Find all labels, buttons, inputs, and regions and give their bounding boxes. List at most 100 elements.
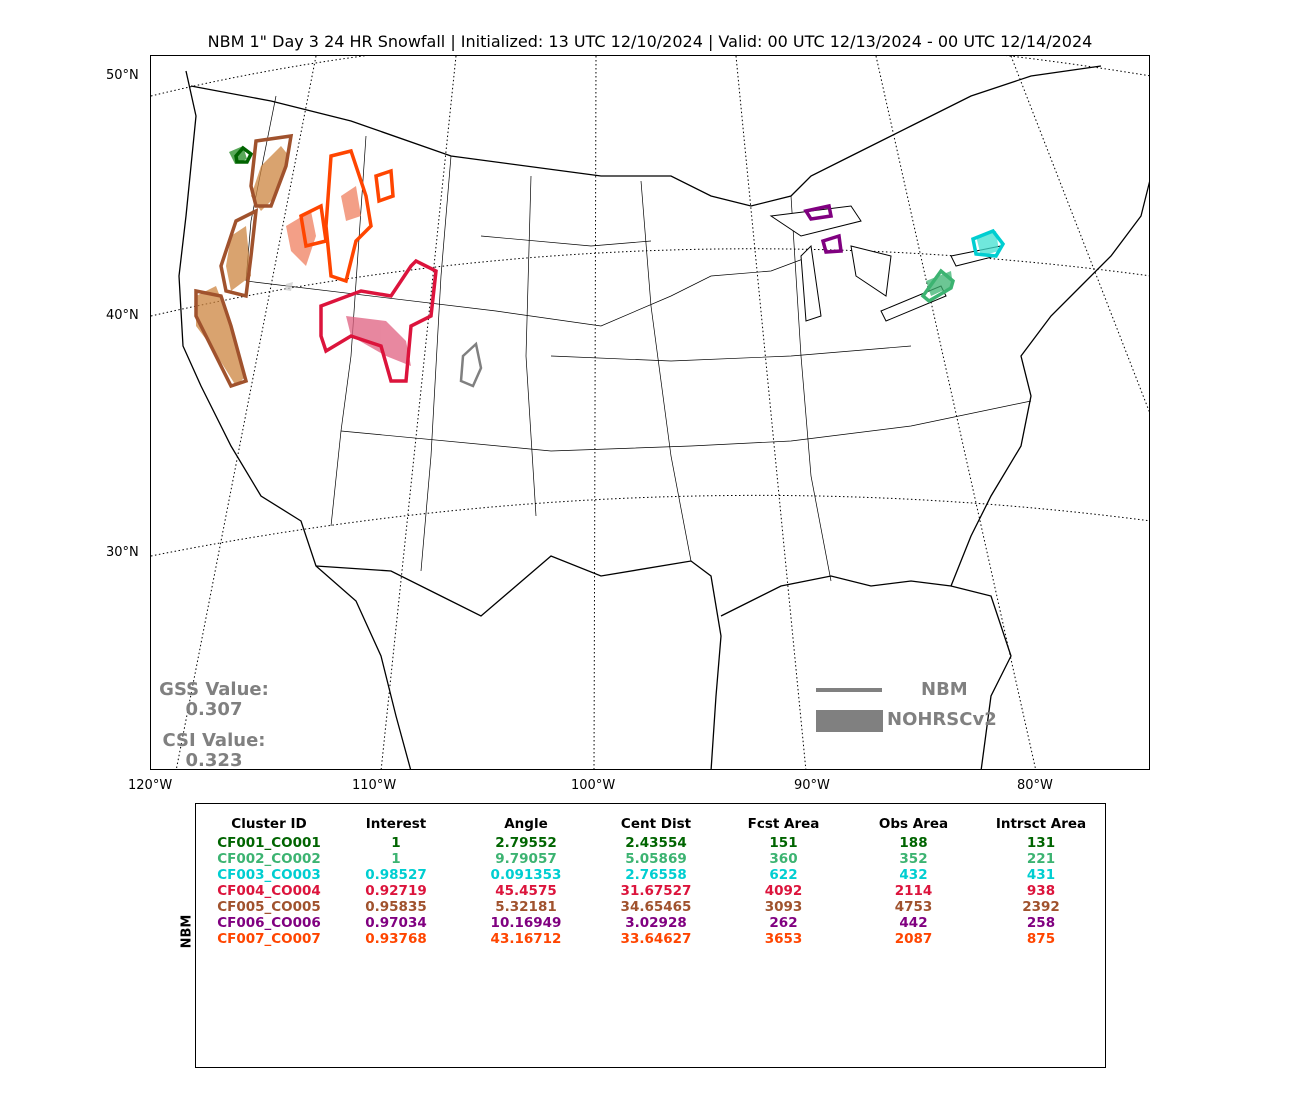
cell-cluster-id: CF003_CO003 xyxy=(217,867,321,883)
legend-nohrsc-label: NOHRSCv2 xyxy=(887,709,997,730)
conus-map xyxy=(151,56,1149,769)
lake-erie xyxy=(880,285,947,322)
cell-angle: 45.4575 xyxy=(495,883,557,899)
header-cluster-id: Cluster ID xyxy=(231,816,307,832)
cell-angle: 43.16712 xyxy=(490,931,562,947)
mexico-border xyxy=(315,555,722,769)
cell-fcst-area: 262 xyxy=(769,915,798,931)
lon-label-100: 100°W xyxy=(571,778,616,793)
fcst-cf005-c xyxy=(194,288,249,389)
fcst-cf005-b xyxy=(219,207,259,299)
cell-intrsct-area: 131 xyxy=(1026,835,1056,851)
lon-line-100 xyxy=(593,56,597,769)
great-lakes xyxy=(769,205,1002,322)
cell-angle: 0.091353 xyxy=(490,867,562,883)
cell-obs-area: 2087 xyxy=(894,931,933,947)
coastlines xyxy=(178,65,1149,769)
legend-nohrsc-swatch xyxy=(816,710,883,732)
fcst-cf001 xyxy=(234,145,254,164)
cell-cluster-id: CF002_CO002 xyxy=(217,851,321,867)
lake-michigan xyxy=(800,244,822,322)
table-row-label: NBM xyxy=(179,914,195,949)
state-line-f xyxy=(525,175,537,517)
state-line-g xyxy=(640,180,692,562)
cell-cent-dist: 3.02928 xyxy=(625,915,687,931)
fcst-cf003 xyxy=(970,228,1006,258)
cell-angle: 9.79057 xyxy=(495,851,557,867)
lon-label-120: 120°W xyxy=(128,778,173,793)
west-coast xyxy=(178,70,412,769)
lon-line-115 xyxy=(175,56,317,769)
header-cent-dist: Cent Dist xyxy=(620,816,692,832)
state-line-e xyxy=(420,155,452,572)
cell-cluster-id: CF006_CO006 xyxy=(217,915,321,931)
cell-intrsct-area: 875 xyxy=(1026,931,1056,947)
cell-cluster-id: CF001_CO001 xyxy=(217,835,321,851)
cell-interest: 0.93768 xyxy=(365,931,427,947)
cell-interest: 1 xyxy=(391,835,401,851)
cell-angle: 5.32181 xyxy=(495,899,557,915)
cell-obs-area: 4753 xyxy=(894,899,933,915)
cell-fcst-area: 360 xyxy=(769,851,798,867)
lon-line-110 xyxy=(380,56,457,769)
header-fcst-area: Fcst Area xyxy=(747,816,820,832)
canada-border xyxy=(190,65,1102,207)
cell-interest: 0.98527 xyxy=(365,867,427,883)
state-line-h xyxy=(790,195,832,582)
cell-intrsct-area: 938 xyxy=(1026,883,1056,899)
lat-line-30 xyxy=(151,494,1149,557)
fcst-cf007-b xyxy=(299,203,328,249)
lake-superior xyxy=(769,205,862,237)
cell-obs-area: 352 xyxy=(899,851,928,867)
cell-cent-dist: 31.67527 xyxy=(620,883,692,899)
cell-fcst-area: 3653 xyxy=(764,931,803,947)
observed-objects xyxy=(196,146,999,386)
cell-cent-dist: 5.05869 xyxy=(625,851,687,867)
cell-fcst-area: 622 xyxy=(769,867,798,883)
fcst-cf006-b xyxy=(820,233,843,254)
lat-line-50 xyxy=(151,56,1149,97)
fcst-gray-object xyxy=(459,341,483,388)
lake-huron xyxy=(850,245,892,297)
fcst-cf005-a xyxy=(249,133,294,208)
obs-cf005-c xyxy=(196,286,246,386)
cell-intrsct-area: 431 xyxy=(1026,867,1056,883)
cell-interest: 0.97034 xyxy=(365,915,427,931)
cell-cluster-id: CF007_CO007 xyxy=(217,931,321,947)
graticule xyxy=(151,56,1149,769)
gulf-coast xyxy=(720,575,1012,769)
obs-cf007-a xyxy=(286,211,316,266)
cell-obs-area: 188 xyxy=(899,835,928,851)
fcst-cf002 xyxy=(920,268,955,304)
obs-cf007-b xyxy=(341,186,361,221)
cell-obs-area: 432 xyxy=(899,867,928,883)
fcst-cf006-a xyxy=(803,203,834,221)
lon-line-85 xyxy=(875,56,1037,769)
state-line-i xyxy=(480,235,652,247)
obs-cf004 xyxy=(346,316,411,366)
fcst-cf007-a xyxy=(324,148,373,284)
cell-intrsct-area: 2392 xyxy=(1022,899,1060,915)
obs-cf005-a xyxy=(251,146,289,211)
forecast-objects xyxy=(194,133,1006,389)
header-obs-area: Obs Area xyxy=(878,816,949,832)
lat-label-50: 50°N xyxy=(106,68,139,83)
fcst-cf004 xyxy=(319,258,438,383)
lon-label-110: 110°W xyxy=(352,778,397,793)
cluster-stats-table: NBM Cluster ID Interest Angle Cent Dist … xyxy=(179,803,1106,1068)
cell-interest: 0.95835 xyxy=(365,899,427,915)
cell-interest: 0.92719 xyxy=(365,883,427,899)
obs-small-a xyxy=(285,282,293,291)
cell-cent-dist: 2.43554 xyxy=(625,835,687,851)
header-intrsct-area: Intrsct Area xyxy=(995,816,1087,832)
cell-cluster-id: CF005_CO005 xyxy=(217,899,321,915)
cell-fcst-area: 4092 xyxy=(764,883,803,899)
cell-cent-dist: 2.76558 xyxy=(625,867,687,883)
state-line-j xyxy=(550,345,912,362)
cell-obs-area: 442 xyxy=(899,915,928,931)
legend-nbm-label: NBM xyxy=(921,679,968,700)
lon-label-90: 90°W xyxy=(794,778,830,793)
cell-angle: 10.16949 xyxy=(490,915,562,931)
cell-fcst-area: 151 xyxy=(769,835,798,851)
lon-line-90 xyxy=(735,56,807,769)
